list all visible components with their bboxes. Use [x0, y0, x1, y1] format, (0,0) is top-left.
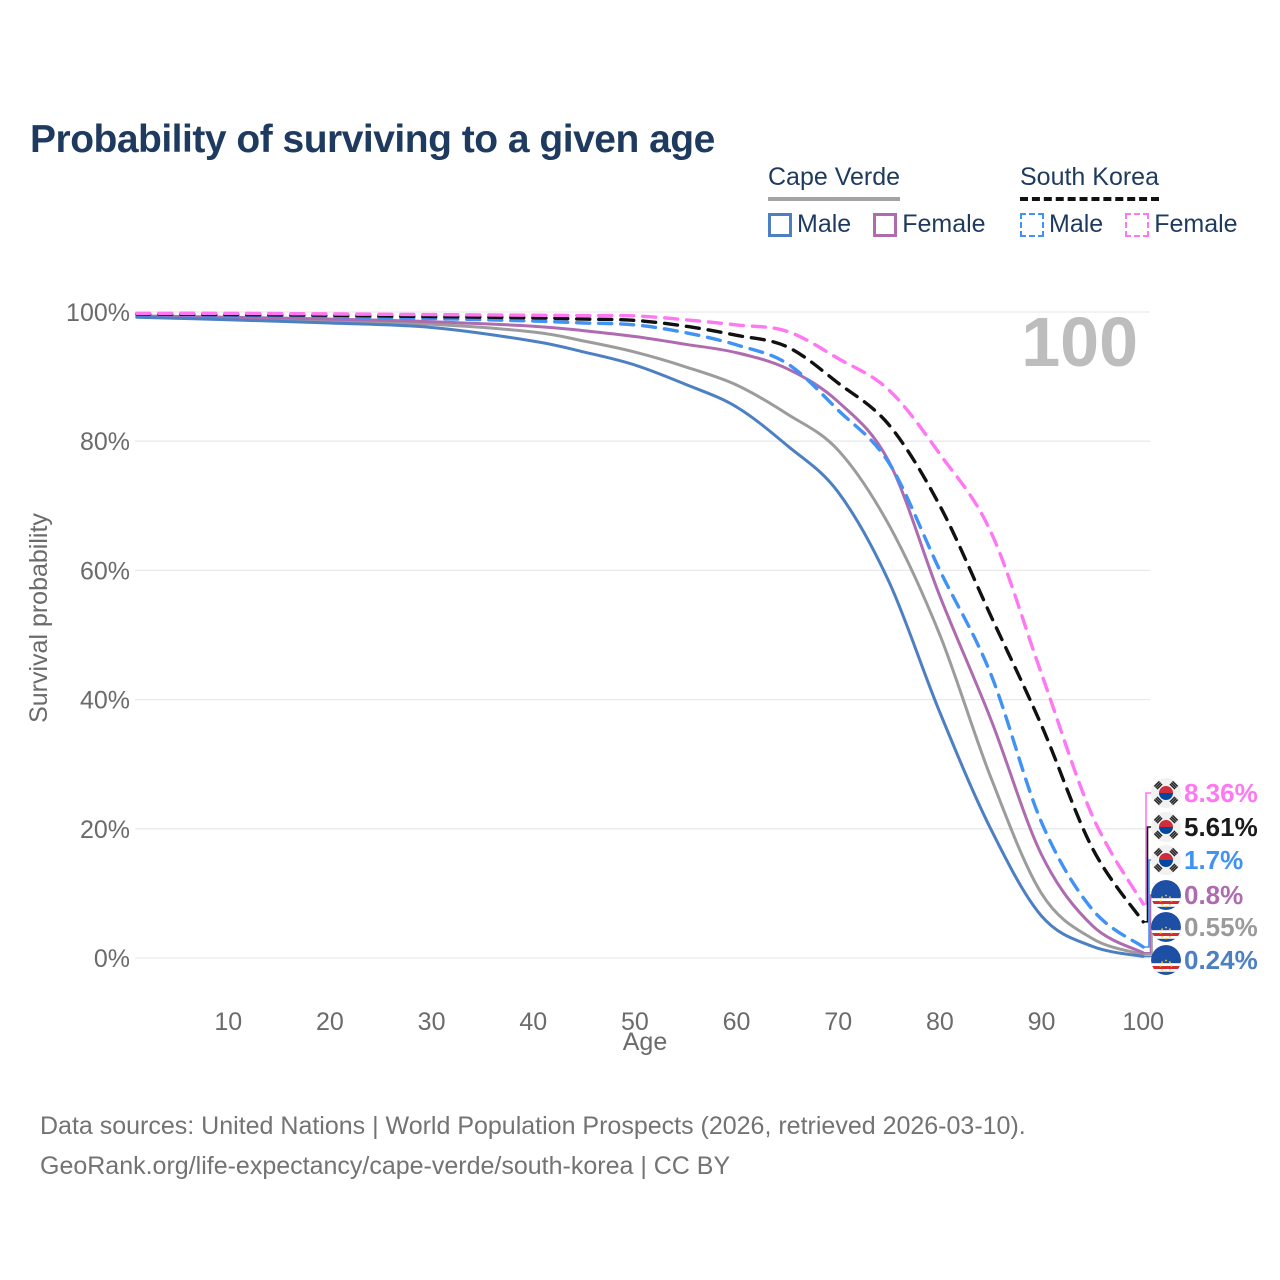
legend-item-cape-verde-male[interactable]: Male: [768, 210, 851, 239]
end-value-label: 1.7%: [1184, 845, 1243, 875]
hover-age-watermark: 100: [1021, 303, 1138, 381]
legend-group-cape-verde: Cape Verde Male Female: [768, 163, 986, 239]
curve-cape-verde-male[interactable]: [135, 315, 1145, 958]
y-tick-40%: 40%: [80, 687, 130, 715]
end-value-label: 5.61%: [1184, 812, 1258, 842]
data-source-line: Data sources: United Nations | World Pop…: [40, 1112, 1026, 1140]
end-value-label: 0.24%: [1184, 945, 1258, 975]
x-tick-40: 40: [519, 1008, 547, 1036]
legend-item-cape-verde-female[interactable]: Female: [873, 210, 986, 239]
south-korea-flag-icon: [1151, 812, 1181, 842]
cape-verde-female-swatch: [873, 212, 898, 237]
x-tick-70: 70: [824, 1008, 852, 1036]
x-tick-100: 100: [1122, 1008, 1164, 1036]
x-tick-30: 30: [418, 1008, 446, 1036]
legend-item-label: Male: [797, 210, 852, 238]
x-axis-title: Age: [623, 1028, 667, 1056]
end-value-label: 0.8%: [1184, 880, 1243, 910]
x-tick-80: 80: [926, 1008, 954, 1036]
legend-item-label: Male: [1049, 210, 1104, 238]
legend-item-label: Female: [1154, 210, 1238, 238]
x-tick-20: 20: [316, 1008, 344, 1036]
cape-verde-flag-icon: [1151, 880, 1181, 910]
y-tick-20%: 20%: [80, 816, 130, 844]
y-tick-60%: 60%: [80, 557, 130, 585]
source-attribution: Data sources: United Nations | World Pop…: [40, 1106, 1026, 1186]
x-tick-50: 50: [621, 1008, 649, 1036]
end-value-label: 0.55%: [1184, 912, 1258, 942]
end-value-label: 8.36%: [1184, 778, 1258, 808]
legend-south-korea-label: South Korea: [1020, 163, 1159, 201]
y-tick-100%: 100%: [66, 299, 130, 327]
south-korea-flag-icon: [1151, 845, 1181, 875]
curve-cape-verde-female[interactable]: [135, 314, 1145, 955]
legend-cape-verde-label: Cape Verde: [768, 163, 901, 201]
georank-url-line: GeoRank.org/life-expectancy/cape-verde/s…: [40, 1152, 731, 1180]
curve-south-korea-female[interactable]: [135, 311, 1145, 906]
legend-group-south-korea: South Korea Male Female: [1020, 163, 1238, 239]
cape-verde-flag-icon: [1151, 912, 1181, 942]
cape-verde-flag-icon: [1151, 945, 1181, 975]
y-axis-title: Survival probability: [25, 513, 53, 723]
curve-south-korea-male[interactable]: [135, 312, 1145, 949]
south-korea-male-swatch: [1020, 212, 1044, 237]
legend-item-south-korea-male[interactable]: Male: [1020, 210, 1103, 239]
y-tick-0%: 0%: [94, 945, 130, 973]
curve-cape-verde-both-sexes[interactable]: [135, 315, 1145, 956]
south-korea-female-swatch: [1125, 212, 1150, 237]
y-tick-80%: 80%: [80, 428, 130, 456]
x-tick-90: 90: [1028, 1008, 1056, 1036]
x-tick-10: 10: [214, 1008, 242, 1036]
south-korea-flag-icon: [1151, 778, 1181, 808]
page-title: Probability of surviving to a given age: [30, 118, 715, 162]
legend-item-label: Female: [902, 210, 986, 238]
legend-item-south-korea-female[interactable]: Female: [1125, 210, 1238, 239]
cape-verde-male-swatch: [768, 212, 792, 237]
x-tick-60: 60: [723, 1008, 751, 1036]
